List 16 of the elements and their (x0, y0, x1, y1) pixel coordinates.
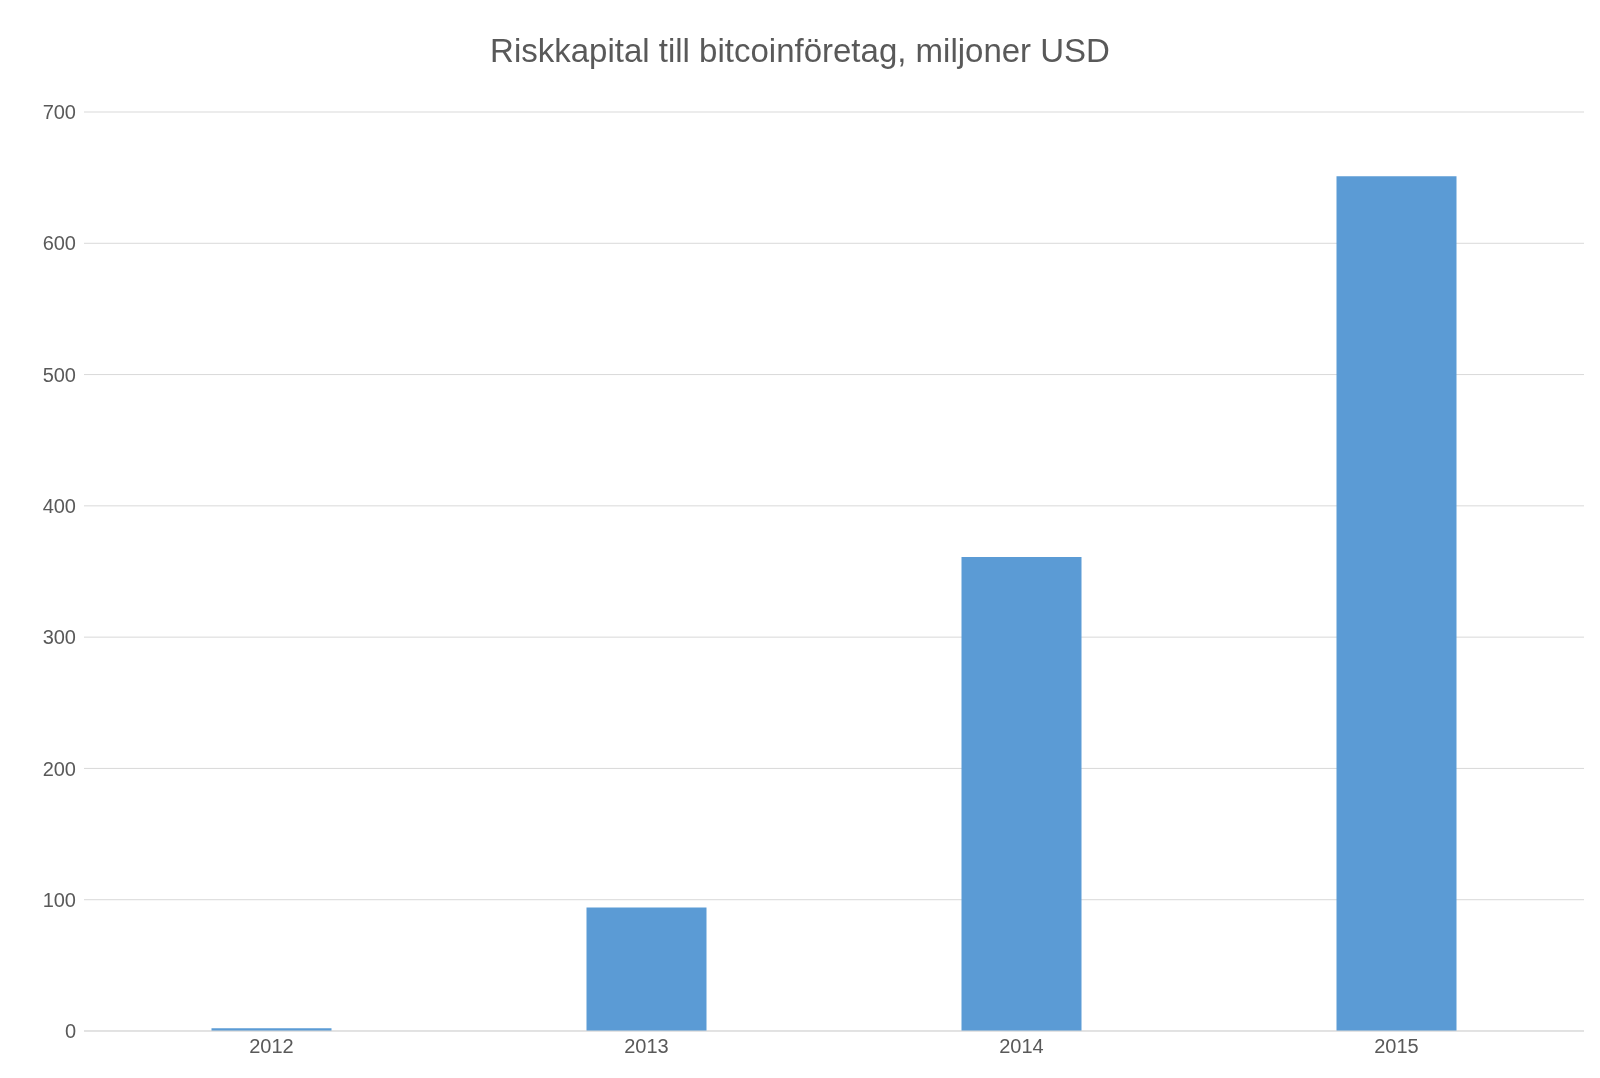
bar (586, 907, 707, 1031)
y-tick-label: 600 (42, 232, 76, 255)
y-tick-label: 200 (42, 757, 76, 780)
bar (961, 557, 1082, 1031)
y-tick-label: 700 (42, 101, 76, 124)
x-tick-label: 2014 (999, 1035, 1044, 1058)
x-tick-label: 2015 (1374, 1035, 1419, 1058)
x-tick-label: 2013 (624, 1035, 669, 1058)
y-tick-label: 300 (42, 626, 76, 649)
y-tick-label: 100 (42, 888, 76, 911)
bar (1336, 176, 1457, 1031)
x-tick-label: 2012 (249, 1035, 294, 1058)
y-tick-label: 500 (42, 363, 76, 386)
y-tick-label: 400 (42, 494, 76, 517)
chart-title: Riskkapital till bitcoinföretag, miljoner USD (489, 31, 1111, 71)
y-tick-label: 0 (64, 1020, 76, 1043)
